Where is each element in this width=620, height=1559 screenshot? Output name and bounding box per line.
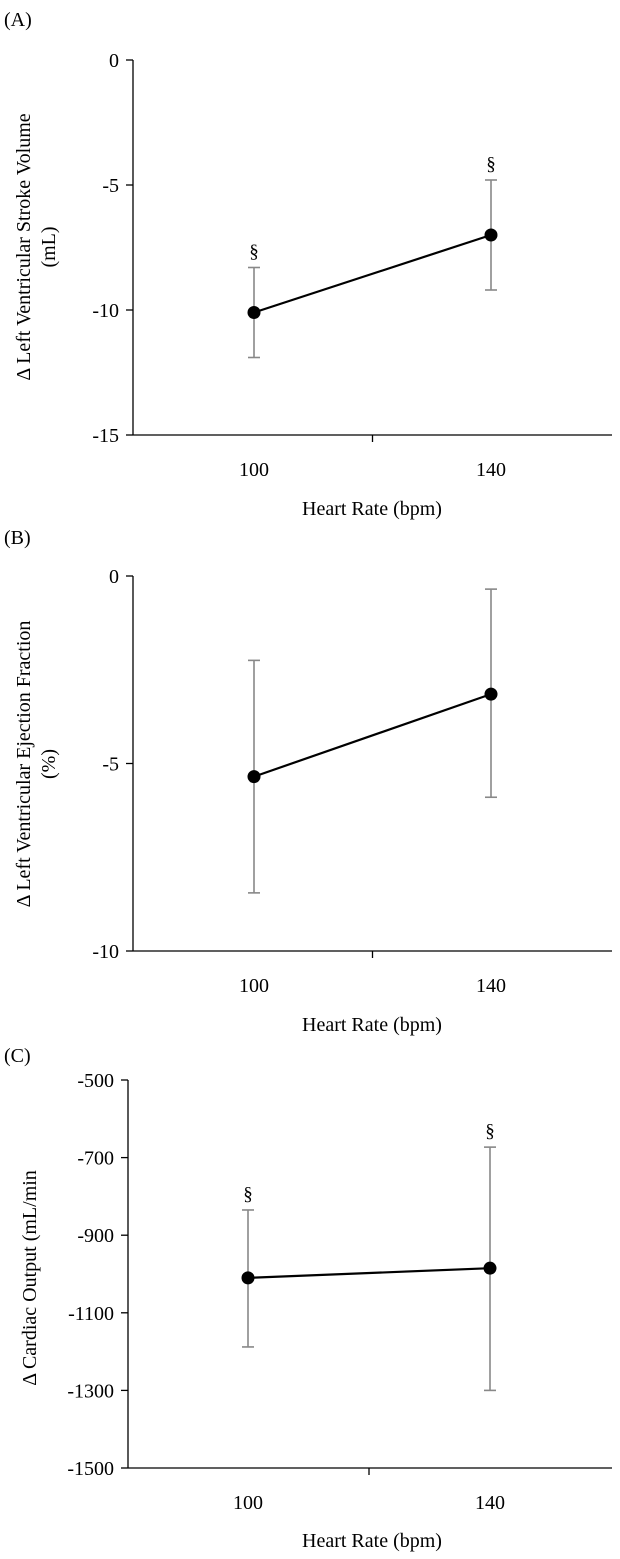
y-tick-label: -10 [92, 300, 119, 322]
x-tick-label: 140 [475, 1492, 505, 1514]
y-tick-label: -1500 [67, 1458, 114, 1480]
significance-marker: § [485, 1121, 495, 1142]
y-tick-label: 0 [109, 566, 119, 588]
y-tick-label: -15 [92, 425, 119, 447]
y-axis-label: Δ Cardiac Output (mL/min [19, 1170, 41, 1386]
x-tick-label: 100 [239, 975, 269, 997]
data-point [247, 306, 261, 319]
data-point [483, 1261, 497, 1275]
x-tick-label: 140 [476, 975, 506, 997]
y-tick-label: -900 [77, 1225, 114, 1247]
significance-marker: § [243, 1184, 253, 1205]
y-tick-label: -500 [77, 1070, 114, 1092]
series-line [247, 1267, 491, 1279]
x-axis-label: Heart Rate (bpm) [302, 1014, 442, 1036]
significance-marker: § [249, 242, 259, 263]
y-axis-label-line-1: Δ Cardiac Output (mL/min [19, 1170, 41, 1386]
y-tick-label: -10 [92, 941, 119, 963]
panel-label: (B) [4, 527, 31, 549]
series-line [253, 693, 492, 778]
y-tick-label: -1100 [68, 1303, 114, 1325]
data-point [241, 1271, 255, 1285]
data-point [247, 770, 261, 784]
y-tick-label: -5 [102, 175, 119, 197]
y-tick-label: -700 [77, 1148, 114, 1170]
y-tick-label: 0 [109, 50, 119, 72]
x-tick-label: 140 [476, 459, 506, 481]
x-axis-label: Heart Rate (bpm) [302, 1530, 442, 1552]
y-axis-label-line-1: Δ Left Ventricular Stroke Volume [13, 113, 35, 380]
panel-c: (C) Δ Cardiac Output (mL/min Heart Rate … [4, 1045, 612, 1552]
y-axis-label-line-2: (mL) [38, 226, 60, 267]
x-tick-label: 100 [239, 459, 269, 481]
y-axis-label-line-1: Δ Left Ventricular Ejection Fraction [13, 621, 35, 908]
y-axis-label: Δ Left Ventricular Ejection Fraction (%) [13, 621, 60, 908]
significance-marker: § [486, 154, 496, 175]
panel-a: (A) Δ Left Ventricular Stroke Volume (mL… [4, 9, 612, 520]
panel-label: (A) [4, 9, 32, 31]
panel-label: (C) [4, 1045, 31, 1067]
panel-b: (B) Δ Left Ventricular Ejection Fraction… [4, 527, 612, 1036]
data-point [484, 228, 498, 242]
series-line [253, 233, 492, 314]
data-point [484, 687, 498, 701]
y-tick-label: -5 [102, 754, 119, 776]
y-tick-label: -1300 [67, 1380, 114, 1402]
y-axis-label: Δ Left Ventricular Stroke Volume (mL) [13, 113, 60, 380]
x-axis-label: Heart Rate (bpm) [302, 498, 442, 520]
x-tick-label: 100 [233, 1492, 263, 1514]
y-axis-label-line-2: (%) [38, 749, 60, 779]
